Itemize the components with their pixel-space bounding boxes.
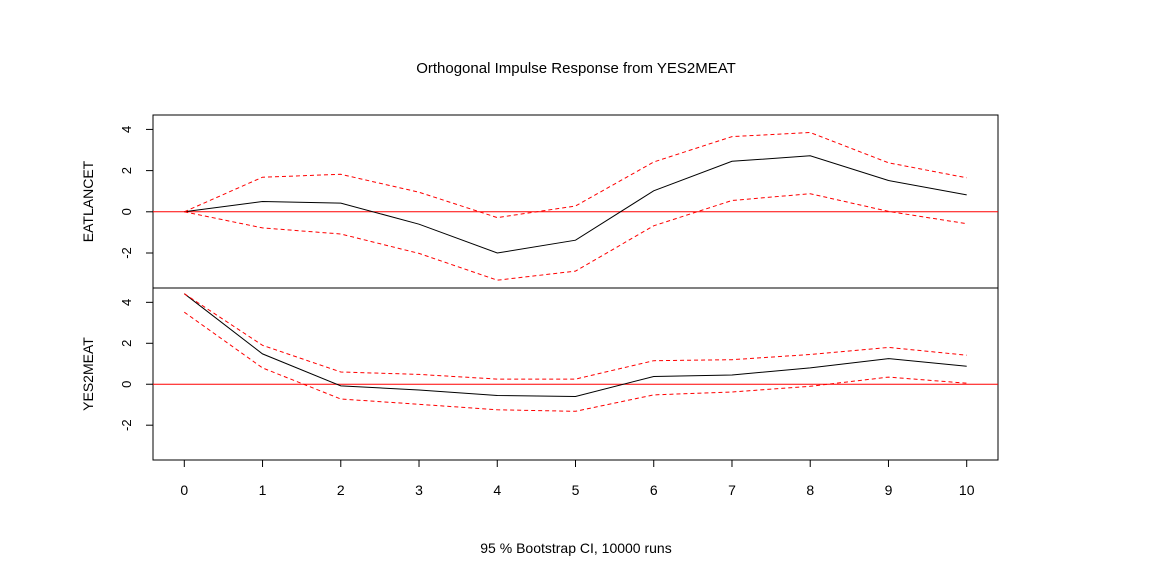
y-axis-label: YES2MEAT: [80, 337, 96, 411]
x-tick-label: 8: [806, 482, 814, 498]
y-tick-label: 2: [119, 340, 134, 347]
panel-2: 4 2 0 -2 YES2MEAT: [80, 287, 999, 461]
x-tick-label: 6: [650, 482, 658, 498]
x-tick-label: 1: [259, 482, 267, 498]
x-tick-label: 10: [959, 482, 975, 498]
x-tick-label: 3: [415, 482, 423, 498]
x-tick-label: 5: [572, 482, 580, 498]
x-tick-label: 0: [180, 482, 188, 498]
y-tick-label: 4: [119, 126, 134, 133]
panels: 4 2 0 -2 EATLANCET 4 2 0 -2 YES2MEAT: [80, 114, 999, 461]
series-response-line: [183, 293, 967, 398]
y-axis-label: EATLANCET: [80, 160, 96, 242]
series-lower-line: [184, 193, 967, 281]
x-tick-label: 2: [337, 482, 345, 498]
y-tick-label: -2: [119, 419, 134, 431]
x-tick-label: 9: [885, 482, 893, 498]
x-tick-label: 4: [493, 482, 501, 498]
x-tick-label: 7: [728, 482, 736, 498]
series-upper-line: [184, 131, 967, 219]
series-upper-line: [184, 293, 967, 380]
panel-1: 4 2 0 -2 EATLANCET: [80, 114, 999, 289]
chart-title: Orthogonal Impulse Response from YES2MEA…: [416, 60, 736, 77]
y-tick-label: 0: [119, 381, 134, 388]
x-axis: 0 1 2 3 4 5 6 7 8 9 10: [180, 459, 975, 498]
y-tick-label: 4: [119, 299, 134, 306]
y-tick-label: 2: [119, 167, 134, 174]
series-response-line: [184, 155, 967, 254]
panel-frame: [152, 287, 999, 461]
y-tick-label: -2: [119, 247, 134, 259]
x-axis-label: 95 % Bootstrap CI, 10000 runs: [480, 540, 671, 556]
series-lower-line: [184, 311, 967, 412]
y-tick-label: 0: [119, 208, 134, 215]
